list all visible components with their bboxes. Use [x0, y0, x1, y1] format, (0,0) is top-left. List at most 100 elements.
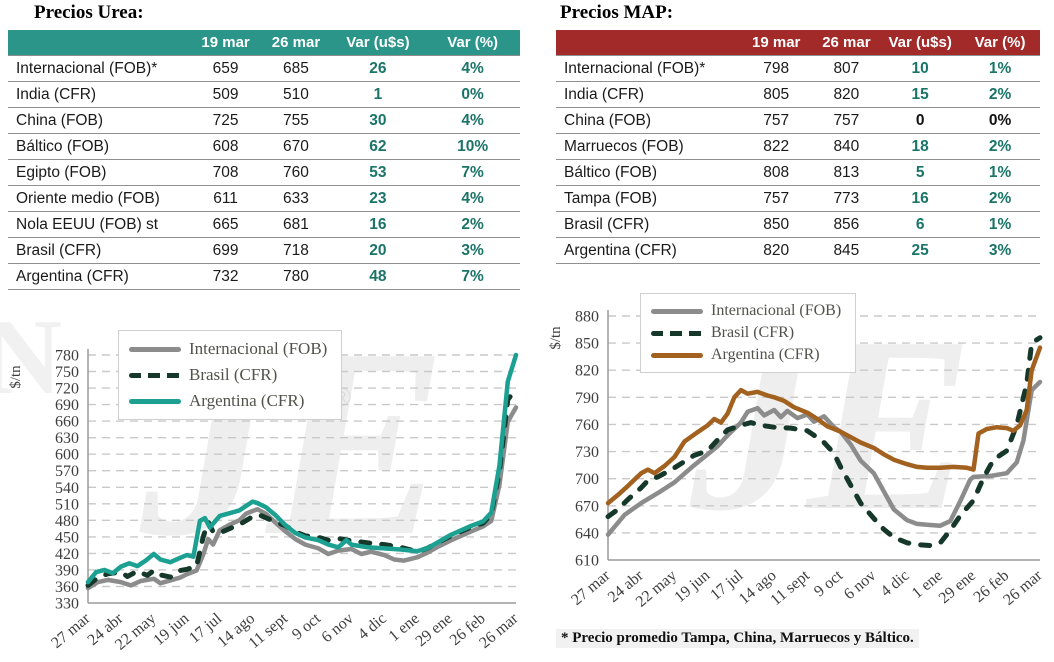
value-cell: 708 — [189, 159, 262, 186]
value-cell: 699 — [189, 237, 262, 264]
svg-text:390: 390 — [55, 562, 79, 579]
row-label: Marruecos (FOB) — [556, 133, 740, 160]
svg-text:540: 540 — [55, 480, 79, 497]
value-cell: 659 — [189, 55, 262, 82]
value-cell: 0 — [880, 107, 961, 134]
row-label: China (FOB) — [8, 107, 190, 134]
value-cell: 10% — [425, 133, 520, 160]
svg-text:510: 510 — [55, 496, 79, 513]
value-cell: 6 — [880, 211, 961, 238]
row-label: Internacional (FOB)* — [8, 55, 190, 82]
value-cell: 30 — [330, 107, 426, 134]
table-row: Báltico (FOB) 808 813 5 1% — [556, 159, 1040, 186]
urea-section-title: Precios Urea: — [34, 2, 144, 23]
value-cell: 608 — [189, 133, 262, 160]
svg-text:820: 820 — [575, 363, 599, 380]
svg-text:600: 600 — [55, 447, 79, 464]
svg-text:9 oct: 9 oct — [811, 567, 847, 601]
row-label: Báltico (FOB) — [556, 159, 740, 186]
value-cell: 1% — [960, 55, 1040, 82]
svg-text:9 oct: 9 oct — [289, 610, 325, 644]
chart-plot: 3303603904204504805105405706006306606907… — [8, 348, 522, 654]
row-label: Internacional (FOB)* — [556, 55, 740, 82]
legend-label: Argentina (CFR) — [189, 391, 305, 410]
value-cell: 23 — [330, 185, 426, 212]
svg-text:29 ene: 29 ene — [936, 567, 979, 607]
value-cell: 633 — [261, 185, 331, 212]
table-row: Nola EEUU (FOB) st 665 681 16 2% — [8, 211, 520, 238]
value-cell: 10 — [880, 55, 961, 82]
table-row: Internacional (FOB)* 798 807 10 1% — [556, 55, 1040, 82]
column-header — [556, 30, 740, 56]
value-cell: 3% — [425, 237, 520, 264]
map-price-chart: 610 640 670 700 730 760 790 820 850 880 27 mar 24 a… — [548, 286, 1054, 618]
row-label: Argentina (CFR) — [556, 237, 740, 264]
column-header: Var (%) — [960, 30, 1040, 56]
svg-text:330: 330 — [55, 596, 79, 613]
value-cell: 820 — [739, 237, 813, 264]
value-cell: 2% — [960, 133, 1040, 160]
value-cell: 665 — [189, 211, 262, 238]
value-cell: 4% — [425, 107, 520, 134]
value-cell: 845 — [812, 237, 881, 264]
chart-legend: Internacional (FOB) Brasil (CFR) Argentina… — [118, 330, 343, 420]
row-label: Brasil (CFR) — [556, 211, 740, 238]
svg-text:29 ene: 29 ene — [413, 610, 456, 650]
value-cell: 2% — [960, 185, 1040, 212]
legend-label: Argentina (CFR) — [711, 346, 820, 363]
svg-text:700: 700 — [575, 471, 599, 488]
svg-text:750: 750 — [55, 364, 79, 381]
value-cell: 681 — [261, 211, 331, 238]
header-row: 19 mar 26 mar Var (u$s) Var (%) — [556, 30, 1040, 56]
svg-text:4 dic: 4 dic — [355, 610, 390, 643]
map-price-table: 19 mar 26 mar Var (u$s) Var (%) Internaciona… — [556, 30, 1040, 264]
value-cell: 1% — [960, 211, 1040, 238]
value-cell: 1 — [330, 81, 426, 108]
legend-line-swatch — [129, 346, 181, 352]
value-cell: 798 — [739, 55, 813, 82]
value-cell: 757 — [812, 107, 881, 134]
svg-text:27 mar: 27 mar — [48, 610, 94, 652]
value-cell: 805 — [739, 81, 813, 108]
value-cell: 757 — [739, 185, 813, 212]
table-row: China (FOB) 757 757 0 0% — [556, 107, 1040, 134]
column-header: Var (u$s) — [330, 30, 426, 56]
svg-text:450: 450 — [55, 529, 79, 546]
value-cell: 26 — [330, 55, 426, 82]
legend-label: Brasil (CFR) — [189, 365, 278, 384]
value-cell: 850 — [739, 211, 813, 238]
column-header: 26 mar — [812, 30, 881, 56]
value-cell: 4% — [425, 185, 520, 212]
table-row: Internacional (FOB)* 659 685 26 4% — [8, 55, 520, 82]
legend-label: Internacional (FOB) — [711, 302, 842, 319]
value-cell: 755 — [261, 107, 331, 134]
value-cell: 725 — [189, 107, 262, 134]
value-cell: 510 — [261, 81, 331, 108]
value-cell: 780 — [261, 263, 331, 290]
svg-text:760: 760 — [575, 417, 599, 434]
column-header: 19 mar — [739, 30, 813, 56]
svg-text:660: 660 — [55, 414, 79, 431]
svg-text:4 dic: 4 dic — [878, 567, 913, 600]
legend-label: Internacional (FOB) — [189, 339, 328, 358]
value-cell: 62 — [330, 133, 426, 160]
value-cell: 16 — [880, 185, 961, 212]
svg-text:19 jun: 19 jun — [150, 610, 192, 649]
svg-text:11 sept: 11 sept — [767, 567, 813, 609]
map-section-title: Precios MAP: — [560, 2, 674, 23]
value-cell: 840 — [812, 133, 881, 160]
value-cell: 7% — [425, 159, 520, 186]
svg-text:880: 880 — [575, 309, 599, 326]
table-row: India (CFR) 805 820 15 2% — [556, 81, 1040, 108]
column-header: 26 mar — [261, 30, 331, 56]
header-row: 19 mar 26 mar Var (u$s) Var (%) — [8, 30, 520, 56]
svg-text:420: 420 — [55, 546, 79, 563]
value-cell: 760 — [261, 159, 331, 186]
svg-text:26 mar: 26 mar — [1000, 567, 1046, 609]
value-cell: 7% — [425, 263, 520, 290]
table-row: Oriente medio (FOB) 611 633 23 4% — [8, 185, 520, 212]
value-cell: 718 — [261, 237, 331, 264]
table-row: Egipto (FOB) 708 760 53 7% — [8, 159, 520, 186]
table-row: Argentina (CFR) 732 780 48 7% — [8, 263, 520, 290]
